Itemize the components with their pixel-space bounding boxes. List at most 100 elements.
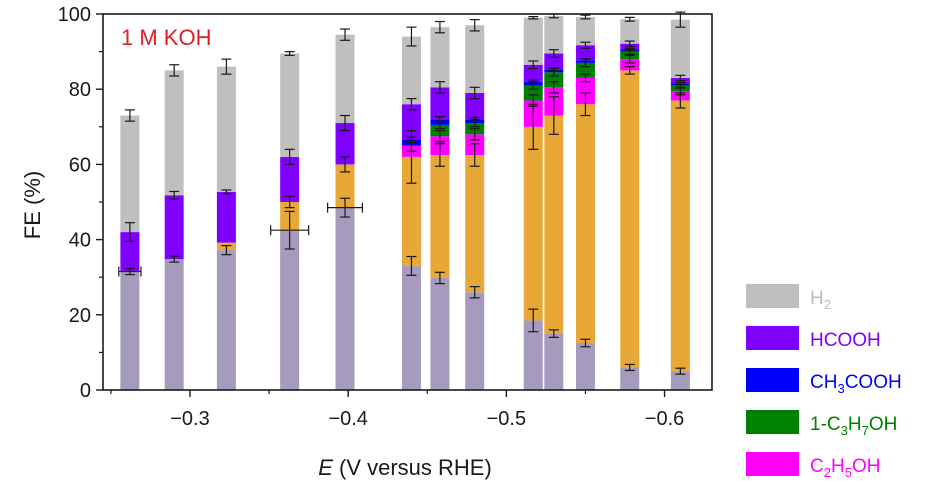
bar-base-3 bbox=[280, 230, 300, 390]
x-axis-title-symbol: E bbox=[318, 455, 333, 480]
error-bar-h2-11 bbox=[624, 16, 635, 22]
y-tick-label-0: 0 bbox=[80, 380, 91, 402]
bar-h2-6 bbox=[430, 27, 450, 88]
bar-hcooh-10 bbox=[575, 45, 595, 61]
bar-ch3ch2ch2oh-orange-10 bbox=[575, 104, 595, 344]
error-bar-hcooh-2 bbox=[221, 189, 232, 195]
legend-item-1-c3h7oh: 1-C3H7OH bbox=[746, 410, 897, 438]
bar-h2-8 bbox=[523, 17, 543, 65]
error-bar-h2-10 bbox=[580, 14, 591, 20]
y-tick-label-40: 40 bbox=[69, 230, 91, 252]
legend-item-c2h5oh: C2H5OH bbox=[746, 452, 880, 480]
y-tick-label-100: 100 bbox=[58, 4, 91, 26]
legend: H2 HCOOH CH3COOH 1-C3H7OH C2H5OH bbox=[746, 284, 902, 480]
error-bar-c2h5oh-7 bbox=[469, 128, 480, 141]
error-bar-base-10 bbox=[580, 338, 591, 348]
bar-hcooh-4 bbox=[335, 123, 355, 165]
error-bar-ch3ch2ch2oh-orange-11 bbox=[624, 66, 635, 75]
error-bar-base-2 bbox=[221, 245, 232, 256]
bar-hcooh-1 bbox=[164, 195, 184, 260]
bar-h2-2 bbox=[216, 66, 236, 192]
legend-label-c2h5oh: C2H5OH bbox=[810, 456, 880, 480]
error-bar-hcooh-3 bbox=[284, 148, 295, 165]
legend-swatch-c2h5oh bbox=[746, 452, 799, 476]
error-bar-ch3ch2ch2oh-orange-7 bbox=[469, 143, 480, 167]
bar-h2-11 bbox=[620, 19, 640, 44]
bar-h2-3 bbox=[280, 53, 300, 157]
bar-ch3ch2ch2oh-orange-9 bbox=[544, 115, 564, 334]
bar-base-12 bbox=[670, 371, 690, 390]
error-bar-hcooh-8 bbox=[528, 60, 539, 70]
error-bar-h2-5 bbox=[406, 26, 417, 47]
error-bar-base-1 bbox=[169, 255, 180, 263]
error-bar-c2h5oh-10 bbox=[580, 73, 591, 83]
y-tick-label-60: 60 bbox=[69, 154, 91, 176]
legend-swatch-h2 bbox=[746, 284, 799, 308]
error-bar-hcooh-11 bbox=[624, 40, 635, 47]
error-bar-c2h5oh-8 bbox=[528, 94, 539, 107]
error-bar-hcooh-7 bbox=[469, 86, 480, 100]
error-bar-base-5 bbox=[406, 255, 417, 276]
bar-ch3ch2ch2oh-orange-12 bbox=[670, 100, 690, 372]
legend-swatch-hcooh bbox=[746, 326, 799, 350]
legend-swatch-1-c3h7oh bbox=[746, 410, 799, 434]
bar-base-0 bbox=[120, 271, 140, 390]
axis-ticks: 0 20 40 60 80 100 −0.3 −0.4 −0.5 −0.6 bbox=[58, 4, 685, 430]
bar-base-2 bbox=[216, 250, 236, 390]
error-bar-h2-8 bbox=[528, 16, 539, 20]
error-bar-hcooh-6 bbox=[434, 81, 445, 94]
bar-h2-7 bbox=[465, 25, 485, 93]
error-bar-ch3cooh-6 bbox=[434, 116, 445, 123]
error-bar-ch3ch2ch2oh-orange-3 bbox=[284, 195, 295, 209]
bar-h2-10 bbox=[575, 17, 595, 46]
bar-hcooh-3 bbox=[280, 156, 300, 202]
bar-base-8 bbox=[523, 320, 543, 390]
error-bar-ch3ch2ch2oh-orange-4 bbox=[340, 156, 351, 173]
error-bar-h2-1 bbox=[169, 64, 180, 77]
bar-ch3ch2ch2oh-orange-4 bbox=[335, 164, 355, 208]
error-bar-hcooh-5 bbox=[406, 97, 417, 111]
error-bar-hcooh-4 bbox=[340, 114, 351, 132]
error-bar-ch3ch2ch2oh-orange-6 bbox=[434, 143, 445, 167]
x-tick-label-2: −0.5 bbox=[487, 408, 526, 430]
legend-item-h2: H2 bbox=[746, 284, 831, 312]
error-bar-h2-7 bbox=[469, 19, 480, 32]
bar-ch3ch2ch2oh-orange-6 bbox=[430, 155, 450, 278]
error-bars-layer bbox=[118, 11, 686, 375]
error-bar-hcooh-9 bbox=[548, 49, 559, 58]
y-tick-label-20: 20 bbox=[69, 305, 91, 327]
bar-base-5 bbox=[401, 265, 421, 390]
bar-base-11 bbox=[620, 367, 640, 390]
error-bar-h2-2 bbox=[221, 58, 232, 75]
bar-hcooh-6 bbox=[430, 87, 450, 120]
legend-label-ch3cooh: CH3COOH bbox=[810, 372, 902, 396]
bar-c2h5oh-10 bbox=[575, 77, 595, 105]
x-tick-label-0: −0.3 bbox=[170, 408, 209, 430]
error-bar-h2-3 bbox=[284, 50, 295, 56]
bar-base-1 bbox=[164, 259, 184, 390]
error-bar-ch3cooh-5 bbox=[406, 136, 417, 144]
bar-base-7 bbox=[465, 292, 485, 390]
bar-base-6 bbox=[430, 277, 450, 390]
bar-h2-1 bbox=[164, 70, 184, 196]
bar-base-10 bbox=[575, 343, 595, 390]
error-bar-base-12 bbox=[675, 367, 686, 375]
error-bar-h2-6 bbox=[434, 20, 445, 34]
error-bar-hcooh-1 bbox=[169, 190, 180, 200]
error-bar-h2-4 bbox=[340, 28, 351, 41]
error-bar-ch3ch2ch2oh-orange-9 bbox=[548, 96, 559, 135]
bar-base-9 bbox=[544, 333, 564, 390]
bar-h2-0 bbox=[120, 115, 140, 233]
error-bar-hcooh-0 bbox=[124, 222, 135, 243]
x-error-bar-4 bbox=[327, 202, 364, 213]
y-tick-label-80: 80 bbox=[69, 79, 91, 101]
x-axis-title-unit: (V versus RHE) bbox=[333, 455, 492, 480]
legend-label-h2: H2 bbox=[810, 288, 831, 312]
error-bar-ch3cooh-12 bbox=[675, 81, 686, 86]
bar-hcooh-2 bbox=[216, 191, 236, 243]
error-bar-base-6 bbox=[434, 271, 445, 285]
error-bar-ch3cooh-10 bbox=[580, 58, 591, 63]
bar-h2-4 bbox=[335, 34, 355, 124]
error-bar-ch3cooh-9 bbox=[548, 67, 559, 72]
